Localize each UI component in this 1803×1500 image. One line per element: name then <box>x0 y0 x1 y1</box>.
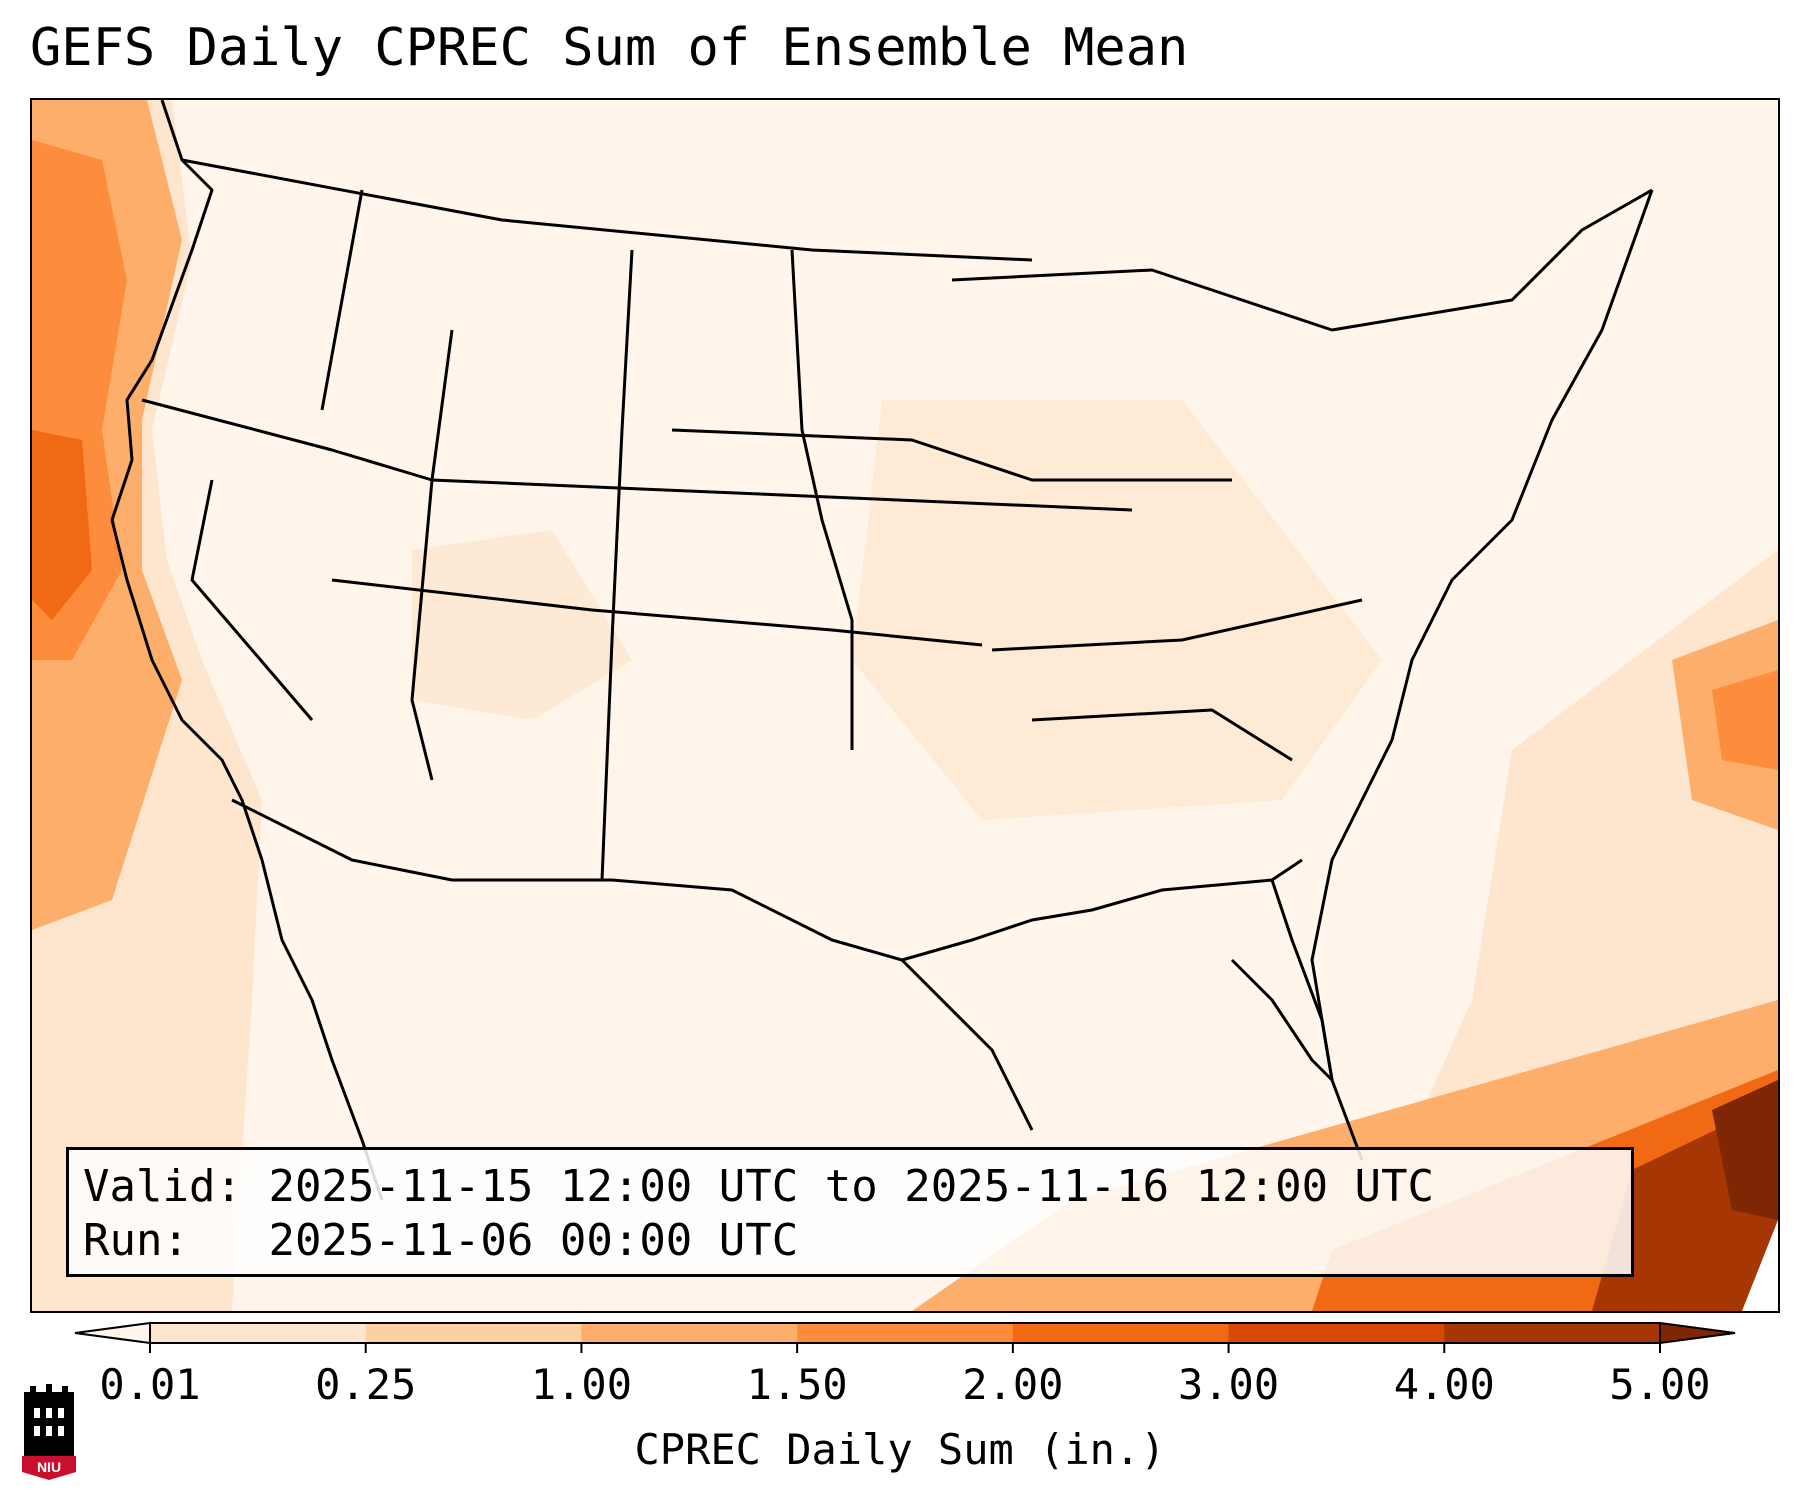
central-state-border <box>600 249 634 881</box>
colorbar-segment <box>1228 1323 1445 1343</box>
colorbar-segment <box>797 1323 1014 1343</box>
pacific-coastline <box>110 100 384 1201</box>
precip-rockies-light <box>412 530 632 720</box>
run-time: 2025-11-06 00:00 UTC <box>268 1215 799 1266</box>
colorbar-ticks <box>149 1343 1661 1353</box>
atlantic-coastline <box>1310 189 1654 1161</box>
idaho-border <box>320 189 364 411</box>
colorbar-tick-label: 0.01 <box>99 1360 201 1409</box>
colorbar-title: CPREC Daily Sum (in.) <box>634 1425 1166 1474</box>
precip-atlantic-core <box>1712 670 1778 770</box>
nevada-border <box>190 479 314 721</box>
colorbar-under-arrow <box>74 1321 151 1345</box>
map-canvas <box>32 100 1778 1311</box>
out-of-domain-corner <box>1742 1220 1778 1311</box>
canada-us-border <box>181 158 1033 262</box>
colorbar-tick-label: 0.25 <box>315 1360 417 1409</box>
run-row: Run: 2025-11-06 00:00 UTC <box>83 1214 1617 1268</box>
colorbar-tick-label: 5.00 <box>1609 1360 1711 1409</box>
colorbar-over-arrow <box>1659 1321 1736 1345</box>
colorbar-tick-label: 2.00 <box>962 1360 1064 1409</box>
colorbar-tick-label: 1.50 <box>746 1360 848 1409</box>
colorbar-segment <box>1444 1323 1661 1343</box>
midwest-state-line <box>671 428 1232 482</box>
precip-caribbean-peak <box>1712 1080 1778 1220</box>
florida-outline <box>1230 879 1334 1082</box>
colorbar-segment <box>365 1323 582 1343</box>
colorbar-tick-label: 1.00 <box>530 1360 632 1409</box>
great-lakes-region-outline <box>951 188 1653 332</box>
niu-university-logo-icon: NIU <box>22 1384 76 1480</box>
colorbar-segment <box>581 1323 798 1343</box>
colorbar-segment <box>150 1323 367 1343</box>
colorbar-segment <box>1012 1323 1230 1343</box>
tennessee-line <box>991 598 1363 652</box>
colorbar-outline <box>149 1322 1661 1344</box>
plains-state-border <box>790 249 854 750</box>
mexico-coast <box>900 958 1034 1131</box>
northern-border-line <box>141 398 1133 512</box>
run-label: Run: <box>83 1215 189 1266</box>
logo-text: NIU <box>37 1459 61 1475</box>
map-title: GEFS Daily CPREC Sum of Ensemble Mean <box>30 18 1189 78</box>
valid-label: Valid: <box>83 1161 242 1212</box>
logo-shield <box>22 1456 76 1480</box>
southeast-state-line <box>1031 708 1293 762</box>
colorbar <box>74 1321 1736 1353</box>
map-outlines <box>110 100 1654 1201</box>
colorbar-segments <box>74 1321 1736 1345</box>
colorbar-tick-label: 4.00 <box>1393 1360 1495 1409</box>
valid-row: Valid: 2025-11-15 12:00 UTC to 2025-11-1… <box>83 1160 1617 1214</box>
validity-info-box: Valid: 2025-11-15 12:00 UTC to 2025-11-1… <box>66 1147 1634 1277</box>
precipitation-map <box>30 98 1780 1313</box>
mid-latitude-state-line <box>331 578 983 647</box>
colorbar-tick-label: 3.00 <box>1177 1360 1280 1409</box>
valid-period: 2025-11-15 12:00 UTC to 2025-11-16 12:00… <box>268 1161 1435 1212</box>
precip-pacific-max <box>32 430 92 620</box>
